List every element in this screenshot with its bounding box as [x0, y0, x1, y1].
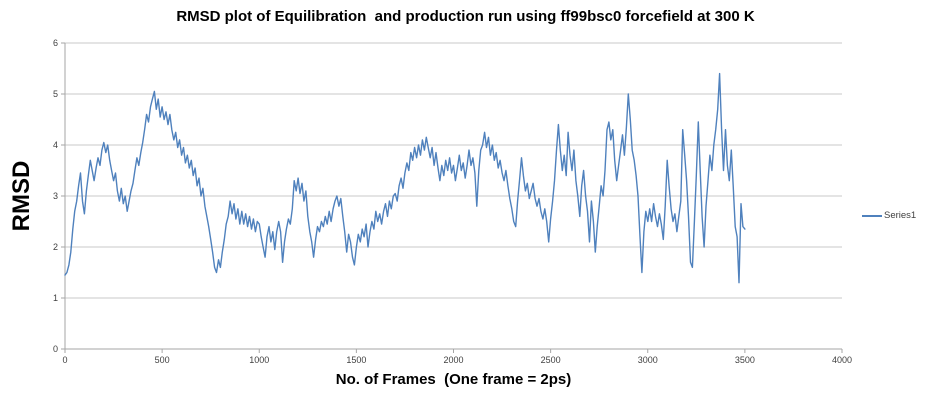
- x-axis-title: No. of Frames (One frame = 2ps): [335, 371, 572, 388]
- x-tick-label: 500: [155, 355, 170, 365]
- x-tick-label: 3500: [735, 355, 755, 365]
- legend: Series1: [862, 210, 916, 221]
- y-tick-label: 3: [53, 191, 58, 201]
- x-tick-label: 2000: [443, 355, 463, 365]
- x-tick-label: 4000: [832, 355, 852, 365]
- y-tick-label: 0: [53, 344, 58, 354]
- y-tick-label: 1: [53, 293, 58, 303]
- y-tick-label: 6: [53, 38, 58, 48]
- y-tick-label: 2: [53, 242, 58, 252]
- x-tick-label: 1000: [249, 355, 269, 365]
- y-tick-label: 5: [53, 89, 58, 99]
- legend-series-label: Series1: [884, 210, 917, 221]
- chart-title: RMSD plot of Equilibration and productio…: [176, 8, 755, 25]
- x-tick-label: 0: [62, 355, 67, 365]
- legend-line-marker: [862, 214, 882, 217]
- x-tick-label: 2500: [541, 355, 561, 365]
- y-tick-label: 4: [53, 140, 58, 150]
- x-tick-label: 3000: [638, 355, 658, 365]
- series-line: [64, 72, 746, 284]
- x-tick-label: 1500: [346, 355, 366, 365]
